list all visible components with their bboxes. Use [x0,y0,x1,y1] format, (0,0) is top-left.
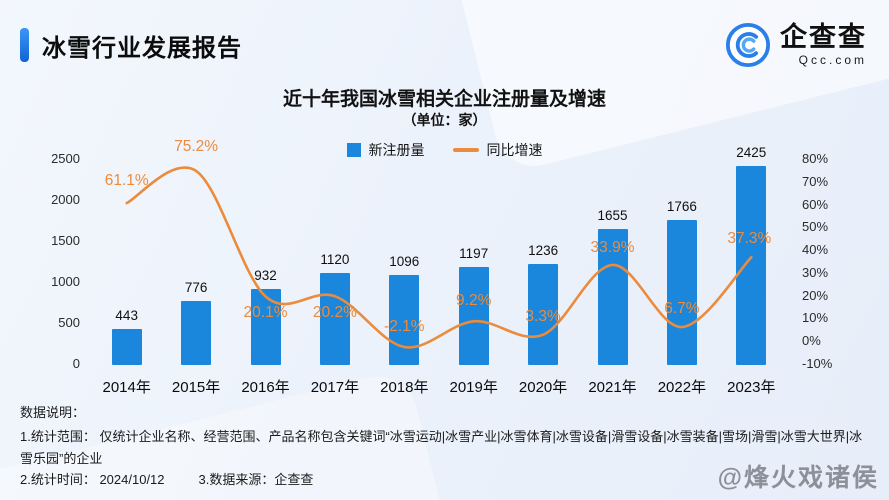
qcc-logo: 企查查 Qcc.com [725,22,867,68]
x-axis-label: 2022年 [657,379,707,396]
logo-brand-name: 企查查 [780,21,867,52]
y-axis-tick-left: 1000 [51,274,80,289]
chart-subtitle: （单位：家） [402,112,487,128]
growth-rate-label: 75.2% [174,137,219,155]
bar-value-label: 1655 [597,208,628,224]
y-axis-tick-right: 10% [802,310,829,326]
y-axis-tick-left: 1500 [51,233,80,248]
bar-value-label: 1197 [459,245,489,261]
x-axis-label: 2023年 [727,379,776,396]
growth-rate-label: 6.7% [664,300,700,317]
y-axis-tick-right: 60% [802,196,829,212]
data-notes: 数据说明： 1.统计范围： 仅统计企业名称、经营范围、产品名称包含关键词“冰雪运… [20,402,875,491]
bar-2016年 [250,288,281,365]
y-axis-tick-left: 2500 [51,151,80,166]
x-axis-label: 2016年 [241,379,290,396]
x-axis-label: 2017年 [310,379,360,396]
bar-value-label: 776 [184,280,208,296]
bar-value-label: 932 [254,267,277,283]
x-axis-label: 2014年 [102,379,151,396]
legend-label-line: 同比增速 [486,142,543,158]
x-axis-label: 2019年 [449,379,498,396]
growth-rate-label: 3.3% [525,307,561,325]
bar-value-label: 443 [115,307,138,323]
qcc-logo-icon [725,22,771,68]
growth-rate-label: 37.3% [727,230,772,248]
y-axis-tick-left: 500 [58,315,80,330]
growth-rate-label: 20.1% [243,304,288,322]
legend-label-bars: 新注册量 [368,142,425,158]
y-axis-tick-left: 2000 [51,192,80,207]
line-swatch-icon [452,148,479,152]
bar-value-label: 1236 [528,242,559,258]
bar-swatch-icon [346,143,361,157]
bar-2014年 [111,328,142,365]
growth-rate-label: 20.2% [312,304,357,322]
x-axis-label: 2020年 [518,379,568,396]
notes-source: 3.数据来源：企查查 [198,472,314,488]
watermark-text: @烽火戏诸侯 [717,464,879,492]
chart-legend: 新注册量 同比增速 [0,140,889,160]
logo-domain: Qcc.com [798,53,867,68]
notes-row: 2.统计时间： 2024/10/12 3.数据来源：企查查 [20,469,875,490]
bar-value-label: 1766 [666,199,697,215]
growth-line-path [125,166,753,349]
chart-title: 近十年我国冰雪相关企业注册量及增速 [282,89,606,110]
bar-value-label: 2425 [736,145,767,161]
bar-2023年 [736,166,767,366]
header-accent-bar [20,28,29,62]
y-axis-tick-right: -10% [802,356,833,371]
legend-item-bars: 新注册量 [346,140,425,160]
x-axis-label: 2015年 [171,379,221,396]
notes-heading: 数据说明： [20,405,86,420]
growth-rate-label: 61.1% [104,172,149,190]
y-axis-tick-left: 0 [72,356,80,371]
notes-scope: 1.统计范围： 仅统计企业名称、经营范围、产品名称包含关键词“冰雪运动|冰雪产业… [20,429,863,466]
bar-value-label: 1096 [389,254,420,270]
bar-2015年 [181,301,212,365]
y-axis-tick-right: 40% [802,242,829,258]
y-axis-tick-right: 70% [802,173,829,189]
bar-2022年 [666,220,697,365]
x-axis-label: 2018年 [380,379,429,396]
growth-rate-label: -2.1% [384,318,425,335]
legend-item-line: 同比增速 [452,140,543,160]
notes-date: 2.统计时间： 2024/10/12 [20,472,165,488]
growth-rate-label: 9.2% [456,292,492,310]
growth-rate-label: 33.9% [590,239,635,256]
x-axis-label: 2021年 [588,379,637,396]
y-axis-tick-right: 20% [802,287,829,303]
bar-2019年 [458,266,489,365]
y-axis-tick-right: 0% [802,333,821,349]
qcc-logo-text: 企查查 Qcc.com [780,21,867,68]
y-axis-tick-right: 50% [802,219,829,235]
y-axis-tick-right: 30% [802,264,829,280]
y-axis-tick-right: 80% [802,151,829,166]
page-header: 冰雪行业发展报告 企查查 Qcc.com [20,22,867,68]
page-title: 冰雪行业发展报告 [42,34,242,62]
bar-value-label: 1120 [320,252,350,268]
